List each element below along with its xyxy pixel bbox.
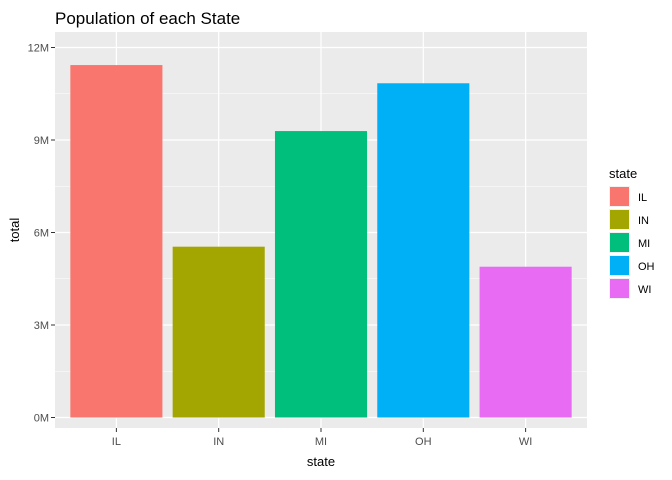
bar-il (70, 65, 163, 418)
y-tick-label: 0M (34, 413, 49, 425)
x-tick-label: OH (415, 436, 432, 448)
bar-oh (377, 83, 470, 418)
legend-label: IN (638, 215, 649, 227)
legend-swatch-in (610, 210, 629, 229)
legend-swatch-il (610, 187, 629, 206)
bars (70, 65, 572, 418)
chart-title: Population of each State (55, 9, 240, 28)
y-tick-label: 3M (34, 320, 49, 332)
legend-label: OH (638, 261, 655, 273)
x-tick-label: MI (315, 436, 327, 448)
bar-in (172, 246, 265, 418)
legend-label: IL (638, 192, 647, 204)
x-axis-title: state (307, 454, 335, 469)
y-tick-label: 6M (34, 228, 49, 240)
y-tick-label: 9M (34, 135, 49, 147)
x-tick-label: WI (519, 436, 532, 448)
legend-label: MI (638, 238, 650, 250)
legend-title: state (609, 166, 637, 181)
x-tick-label: IN (213, 436, 224, 448)
legend-swatch-wi (610, 279, 629, 298)
legend-swatch-mi (610, 233, 629, 252)
x-tick-label: IL (112, 436, 121, 448)
y-axis: 0M 3M 6M 9M 12M (28, 43, 55, 425)
bar-wi (479, 266, 572, 418)
y-tick-label: 12M (28, 43, 49, 55)
y-axis-title: total (7, 218, 22, 243)
legend: state IL IN MI OH WI (609, 166, 655, 299)
x-axis: IL IN MI OH WI (112, 428, 532, 448)
legend-swatch-oh (610, 256, 629, 275)
bar-mi (274, 131, 368, 418)
legend-label: WI (638, 284, 651, 296)
